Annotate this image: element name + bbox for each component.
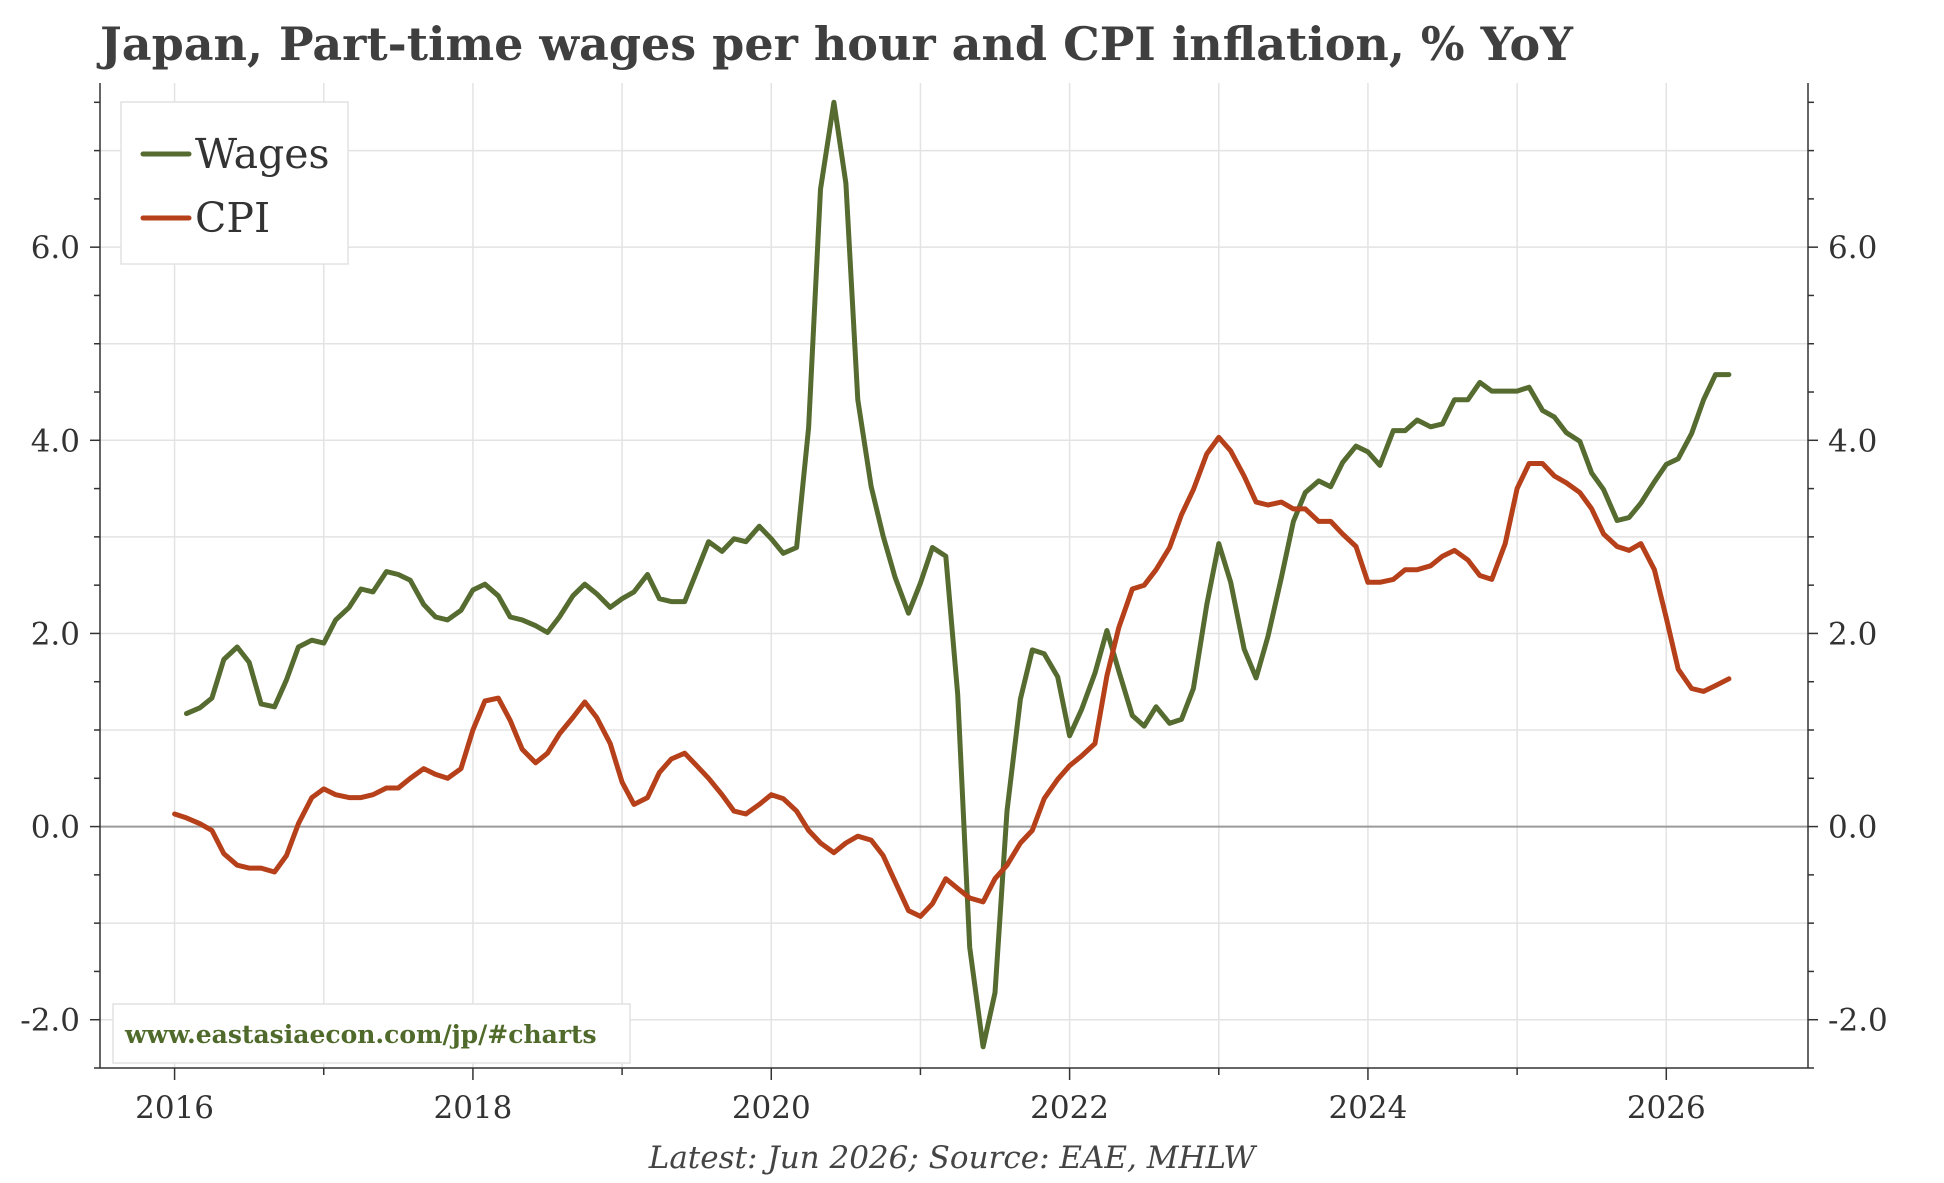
y-tick-label-left: 2.0 — [31, 616, 80, 652]
legend-label-cpi: CPI — [195, 194, 270, 242]
watermark-text: www.eastasiaecon.com/jp/#charts — [124, 1020, 597, 1049]
axes: -2.0 -2.0 0.0 0.0 2.0 2.0 4.0 4.0 6.0 6.0 2016 2018… — [20, 83, 1888, 1126]
x-tick-label: 2024 — [1328, 1090, 1407, 1126]
x-tick-label: 2022 — [1030, 1090, 1109, 1126]
x-tick-label: 2016 — [135, 1090, 214, 1126]
x-tick-label: 2018 — [433, 1090, 512, 1126]
y-tick-label-right: -2.0 — [1828, 1003, 1888, 1039]
legend-label-wages: Wages — [195, 130, 330, 178]
y-tick-label-right: 4.0 — [1828, 423, 1877, 459]
grid — [100, 83, 1808, 1068]
y-tick-label-left: 0.0 — [31, 810, 80, 846]
legend: Wages CPI — [120, 101, 349, 265]
x-tick-label: 2020 — [732, 1090, 811, 1126]
y-tick-label-left: 4.0 — [31, 423, 80, 459]
chart-title: Japan, Part-time wages per hour and CPI … — [96, 17, 1574, 71]
y-tick-label-right: 6.0 — [1828, 230, 1877, 266]
y-tick-label-left: 6.0 — [31, 230, 80, 266]
watermark-frame — [112, 1003, 631, 1064]
legend-frame — [120, 101, 349, 265]
y-tick-label-left: -2.0 — [20, 1003, 80, 1039]
series-line-wages — [184, 99, 1732, 1050]
y-tick-label-right: 2.0 — [1828, 616, 1877, 652]
series-line-cpi — [172, 434, 1732, 919]
y-tick-label-right: 0.0 — [1828, 810, 1877, 846]
series-lines — [172, 99, 1732, 1050]
source-note: Latest: Jun 2026; Source: EAE, MHLW — [648, 1140, 1258, 1176]
watermark-box: www.eastasiaecon.com/jp/#charts — [112, 1003, 631, 1064]
x-tick-label: 2026 — [1627, 1090, 1706, 1126]
